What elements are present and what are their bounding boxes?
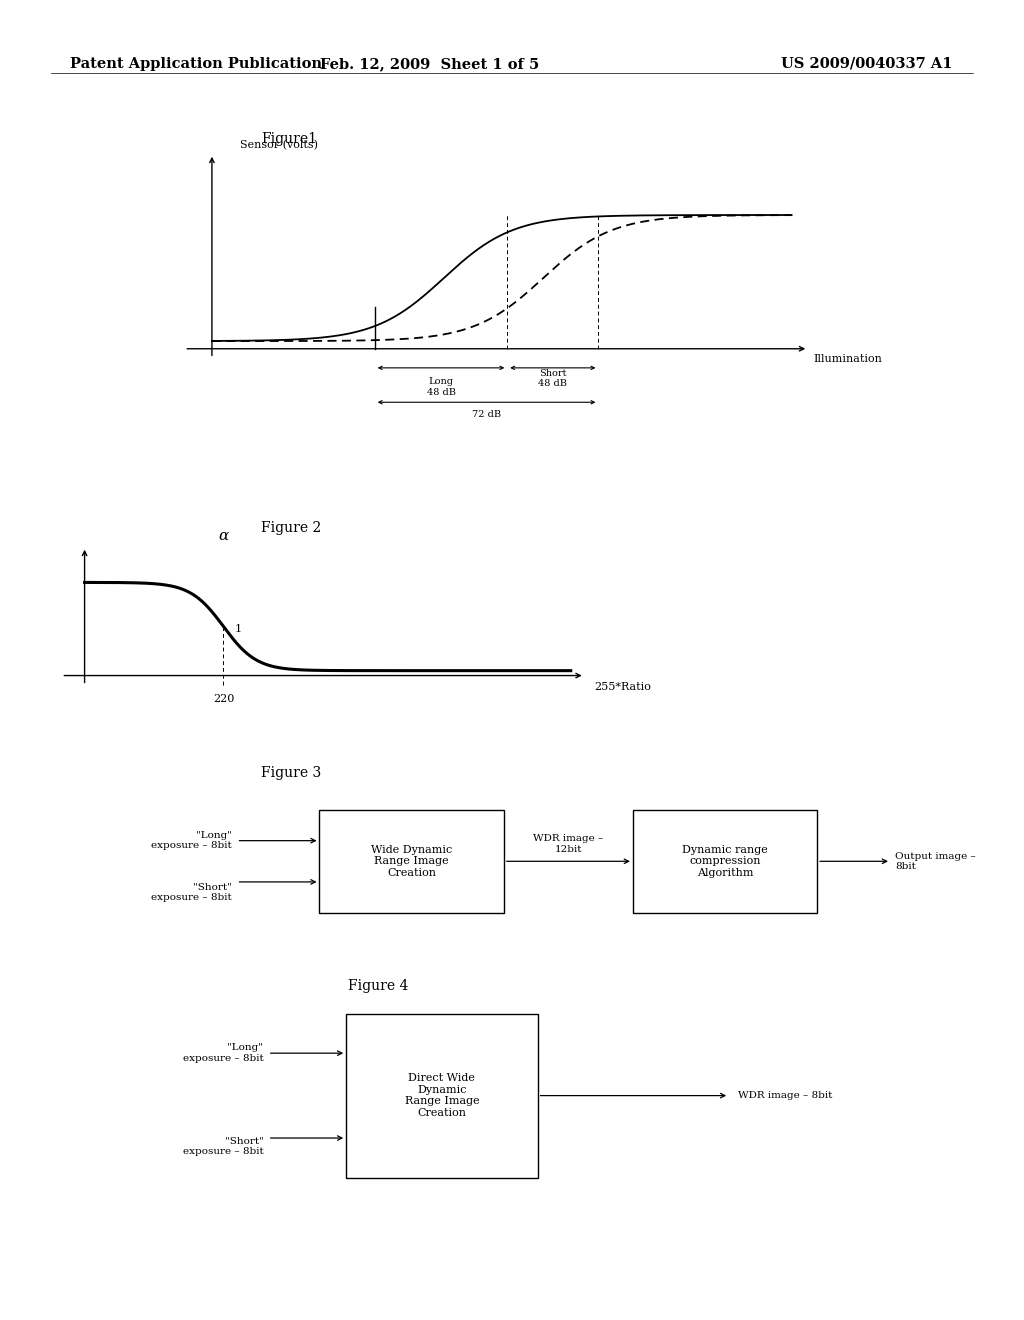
Text: "Short"
exposure – 8bit: "Short" exposure – 8bit: [182, 1137, 263, 1156]
Text: 72 dB: 72 dB: [472, 411, 501, 418]
Text: Patent Application Publication: Patent Application Publication: [70, 57, 322, 71]
Text: Dynamic range
compression
Algorithm: Dynamic range compression Algorithm: [682, 845, 768, 878]
Text: 220: 220: [213, 694, 234, 704]
Text: 255*Ratio: 255*Ratio: [594, 681, 651, 692]
Text: WDR image – 8bit: WDR image – 8bit: [737, 1092, 833, 1100]
Text: "Long"
exposure – 8bit: "Long" exposure – 8bit: [152, 832, 231, 850]
Text: US 2009/0040337 A1: US 2009/0040337 A1: [781, 57, 952, 71]
Text: Wide Dynamic
Range Image
Creation: Wide Dynamic Range Image Creation: [371, 845, 453, 878]
Bar: [633, 809, 817, 913]
Text: "Short"
exposure – 8bit: "Short" exposure – 8bit: [152, 883, 231, 902]
Text: 1: 1: [236, 624, 243, 634]
Text: Feb. 12, 2009  Sheet 1 of 5: Feb. 12, 2009 Sheet 1 of 5: [321, 57, 540, 71]
Text: Figure1: Figure1: [261, 132, 317, 147]
Text: Short
48 dB: Short 48 dB: [539, 368, 567, 388]
Text: WDR image –
12bit: WDR image – 12bit: [534, 834, 603, 854]
Text: Output image –
8bit: Output image – 8bit: [895, 851, 976, 871]
Text: Figure 2: Figure 2: [261, 521, 322, 536]
Text: Figure 4: Figure 4: [348, 979, 409, 994]
Text: Long
48 dB: Long 48 dB: [427, 378, 456, 397]
Text: α: α: [218, 529, 228, 544]
Text: Direct Wide
Dynamic
Range Image
Creation: Direct Wide Dynamic Range Image Creation: [404, 1073, 479, 1118]
Bar: [319, 809, 504, 913]
Text: "Long"
exposure – 8bit: "Long" exposure – 8bit: [182, 1044, 263, 1063]
Text: Sensor (volts): Sensor (volts): [240, 140, 317, 150]
Text: Figure 3: Figure 3: [261, 766, 322, 780]
Bar: [346, 1014, 538, 1177]
Text: Illumination: Illumination: [814, 355, 883, 364]
